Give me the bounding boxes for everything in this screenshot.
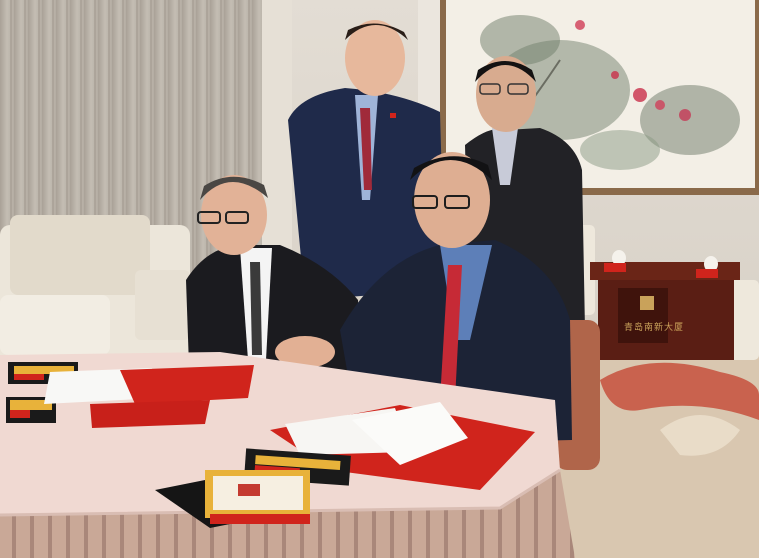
carpet-pattern (600, 362, 759, 420)
carpet-pattern (660, 415, 740, 456)
plaque-text: 青岛南新大厦 (624, 321, 684, 333)
side-cabinet: 青岛南新大厦 (590, 250, 740, 360)
sofa-left (0, 215, 190, 365)
left-signing-folder (44, 365, 254, 428)
gift-box (155, 470, 310, 528)
handshake (275, 336, 335, 368)
person-standing-navy-suit (288, 20, 445, 300)
